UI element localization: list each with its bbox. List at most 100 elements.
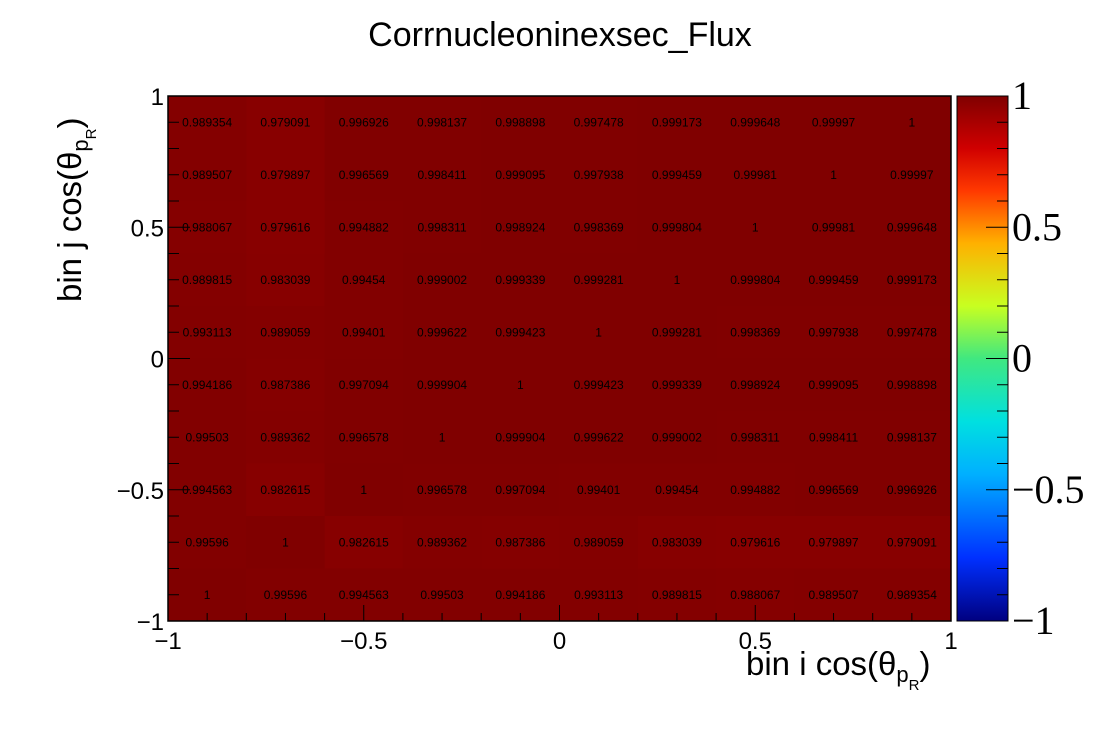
heatmap-cell-label: 0.999904: [495, 430, 545, 444]
heatmap-cell: [637, 516, 717, 569]
heatmap-cell: [481, 568, 560, 622]
x-axis: −1 −0.5 0 0.5 1: [154, 605, 958, 655]
heatmap-cell: [872, 358, 952, 412]
x-tick-label: 0.5: [739, 628, 772, 655]
z-tick-label: 1: [1012, 73, 1032, 118]
heatmap-cell-label: 0.988067: [730, 588, 780, 602]
heatmap-cell-label: 0.982615: [260, 483, 310, 497]
heatmap-cell: [872, 96, 952, 149]
heatmap-cell: [324, 358, 404, 412]
heatmap-cell: [481, 96, 560, 149]
heatmap-cell-label: 0.989507: [182, 168, 232, 182]
heatmap-cell: [559, 306, 639, 359]
heatmap-cell-label: 0.994186: [182, 378, 232, 392]
heatmap-cell: [168, 253, 247, 307]
heatmap-cells: [168, 96, 952, 622]
heatmap-cell-label: 0.99596: [185, 535, 229, 549]
heatmap-cell-label: 0.987386: [260, 378, 310, 392]
heatmap-cell-label: 0.994882: [339, 220, 389, 234]
heatmap-cell: [637, 148, 717, 202]
heatmap-cell: [794, 516, 874, 569]
heatmap-cell-label: 0.989362: [417, 535, 467, 549]
heatmap-cell-label: 0.996578: [339, 430, 389, 444]
heatmap-cell: [637, 201, 717, 254]
heatmap-cell: [168, 568, 247, 622]
heatmap-cell: [716, 201, 795, 254]
heatmap-cell-label: 0.999648: [730, 115, 780, 129]
heatmap-cell-label: 0.983039: [652, 535, 702, 549]
heatmap-cell-label: 0.998311: [417, 220, 466, 234]
heatmap-cell: [324, 463, 404, 517]
heatmap-cell: [559, 201, 639, 254]
heatmap-cell: [246, 568, 326, 622]
heatmap-cell: [559, 253, 639, 307]
x-tick-label: 1: [944, 628, 957, 655]
heatmap-cell-label: 0.999281: [652, 325, 702, 339]
heatmap-cell: [481, 411, 560, 464]
heatmap-cell: [168, 516, 247, 569]
heatmap-cell-label: 0.997478: [887, 325, 937, 339]
heatmap-cell: [559, 148, 639, 202]
y-axis: −1 −0.5 0 0.5 1: [117, 84, 190, 636]
heatmap-cell-label: 1: [204, 588, 211, 602]
heatmap-cell: [794, 568, 874, 622]
heatmap-cell-label: 0.989815: [652, 588, 702, 602]
heatmap-cell: [637, 568, 717, 622]
heatmap-cell: [872, 516, 952, 569]
heatmap-cell: [872, 463, 952, 517]
heatmap-cell: [716, 463, 795, 517]
heatmap-cell-label: 1: [674, 273, 681, 287]
heatmap-cell: [637, 96, 717, 149]
heatmap-cell-label: 0.997478: [574, 115, 624, 129]
heatmap-cell: [246, 306, 326, 359]
heatmap-cell: [324, 516, 404, 569]
heatmap-cell-label: 0.999173: [652, 115, 702, 129]
heatmap-cell-label: 0.998898: [887, 378, 937, 392]
heatmap-cell: [716, 148, 795, 202]
x-tick-label: 0: [553, 628, 566, 655]
heatmap-cell-label: 0.999002: [652, 430, 702, 444]
heatmap-cell-label: 0.999339: [652, 378, 702, 392]
heatmap-cell-label: 0.999459: [809, 273, 859, 287]
heatmap-cell: [168, 148, 247, 202]
heatmap-cell-label: 1: [909, 115, 916, 129]
heatmap-cell: [716, 253, 795, 307]
heatmap-cell: [637, 306, 717, 359]
heatmap-cell: [794, 463, 874, 517]
heatmap-cell-label: 1: [439, 430, 446, 444]
heatmap-cell-label: 0.996569: [809, 483, 859, 497]
heatmap-cell: [402, 358, 482, 412]
heatmap-cell-label: 0.989059: [574, 535, 624, 549]
heatmap-cell-label: 0.999339: [495, 273, 545, 287]
heatmap-cell-label: 0.999095: [495, 168, 545, 182]
heatmap-cell: [246, 516, 326, 569]
heatmap-cell-label: 0.99596: [264, 588, 308, 602]
heatmap-cell-label: 0.996926: [887, 483, 937, 497]
heatmap-cell: [559, 411, 639, 464]
heatmap-cell-label: 0.994882: [730, 483, 780, 497]
z-tick-label: −0.5: [1012, 467, 1085, 512]
heatmap-cell: [402, 306, 482, 359]
heatmap-cell-label: 0.989059: [260, 325, 310, 339]
x-axis-label: bin i cos(θpR): [746, 645, 931, 694]
heatmap-cell-label: 0.999622: [574, 430, 624, 444]
heatmap-cell: [246, 201, 326, 254]
heatmap-cell: [716, 411, 795, 464]
heatmap-cell-label: 1: [752, 220, 759, 234]
heatmap-cell: [402, 411, 482, 464]
heatmap-cell-label: 0.999804: [730, 273, 780, 287]
heatmap-cell: [872, 411, 952, 464]
heatmap-cell: [637, 253, 717, 307]
heatmap-cell: [716, 306, 795, 359]
heatmap-cell-label: 0.999173: [887, 273, 937, 287]
heatmap-cell-label: 0.979616: [730, 535, 780, 549]
heatmap-cell: [559, 96, 639, 149]
heatmap-cell-label: 0.99997: [890, 168, 934, 182]
heatmap-cell: [246, 96, 326, 149]
heatmap-cell: [716, 96, 795, 149]
heatmap-cell: [481, 306, 560, 359]
heatmap-cell-label: 0.99981: [812, 220, 856, 234]
y-tick-label: 0.5: [131, 215, 164, 242]
heatmap-cell-label: 0.989354: [182, 115, 232, 129]
